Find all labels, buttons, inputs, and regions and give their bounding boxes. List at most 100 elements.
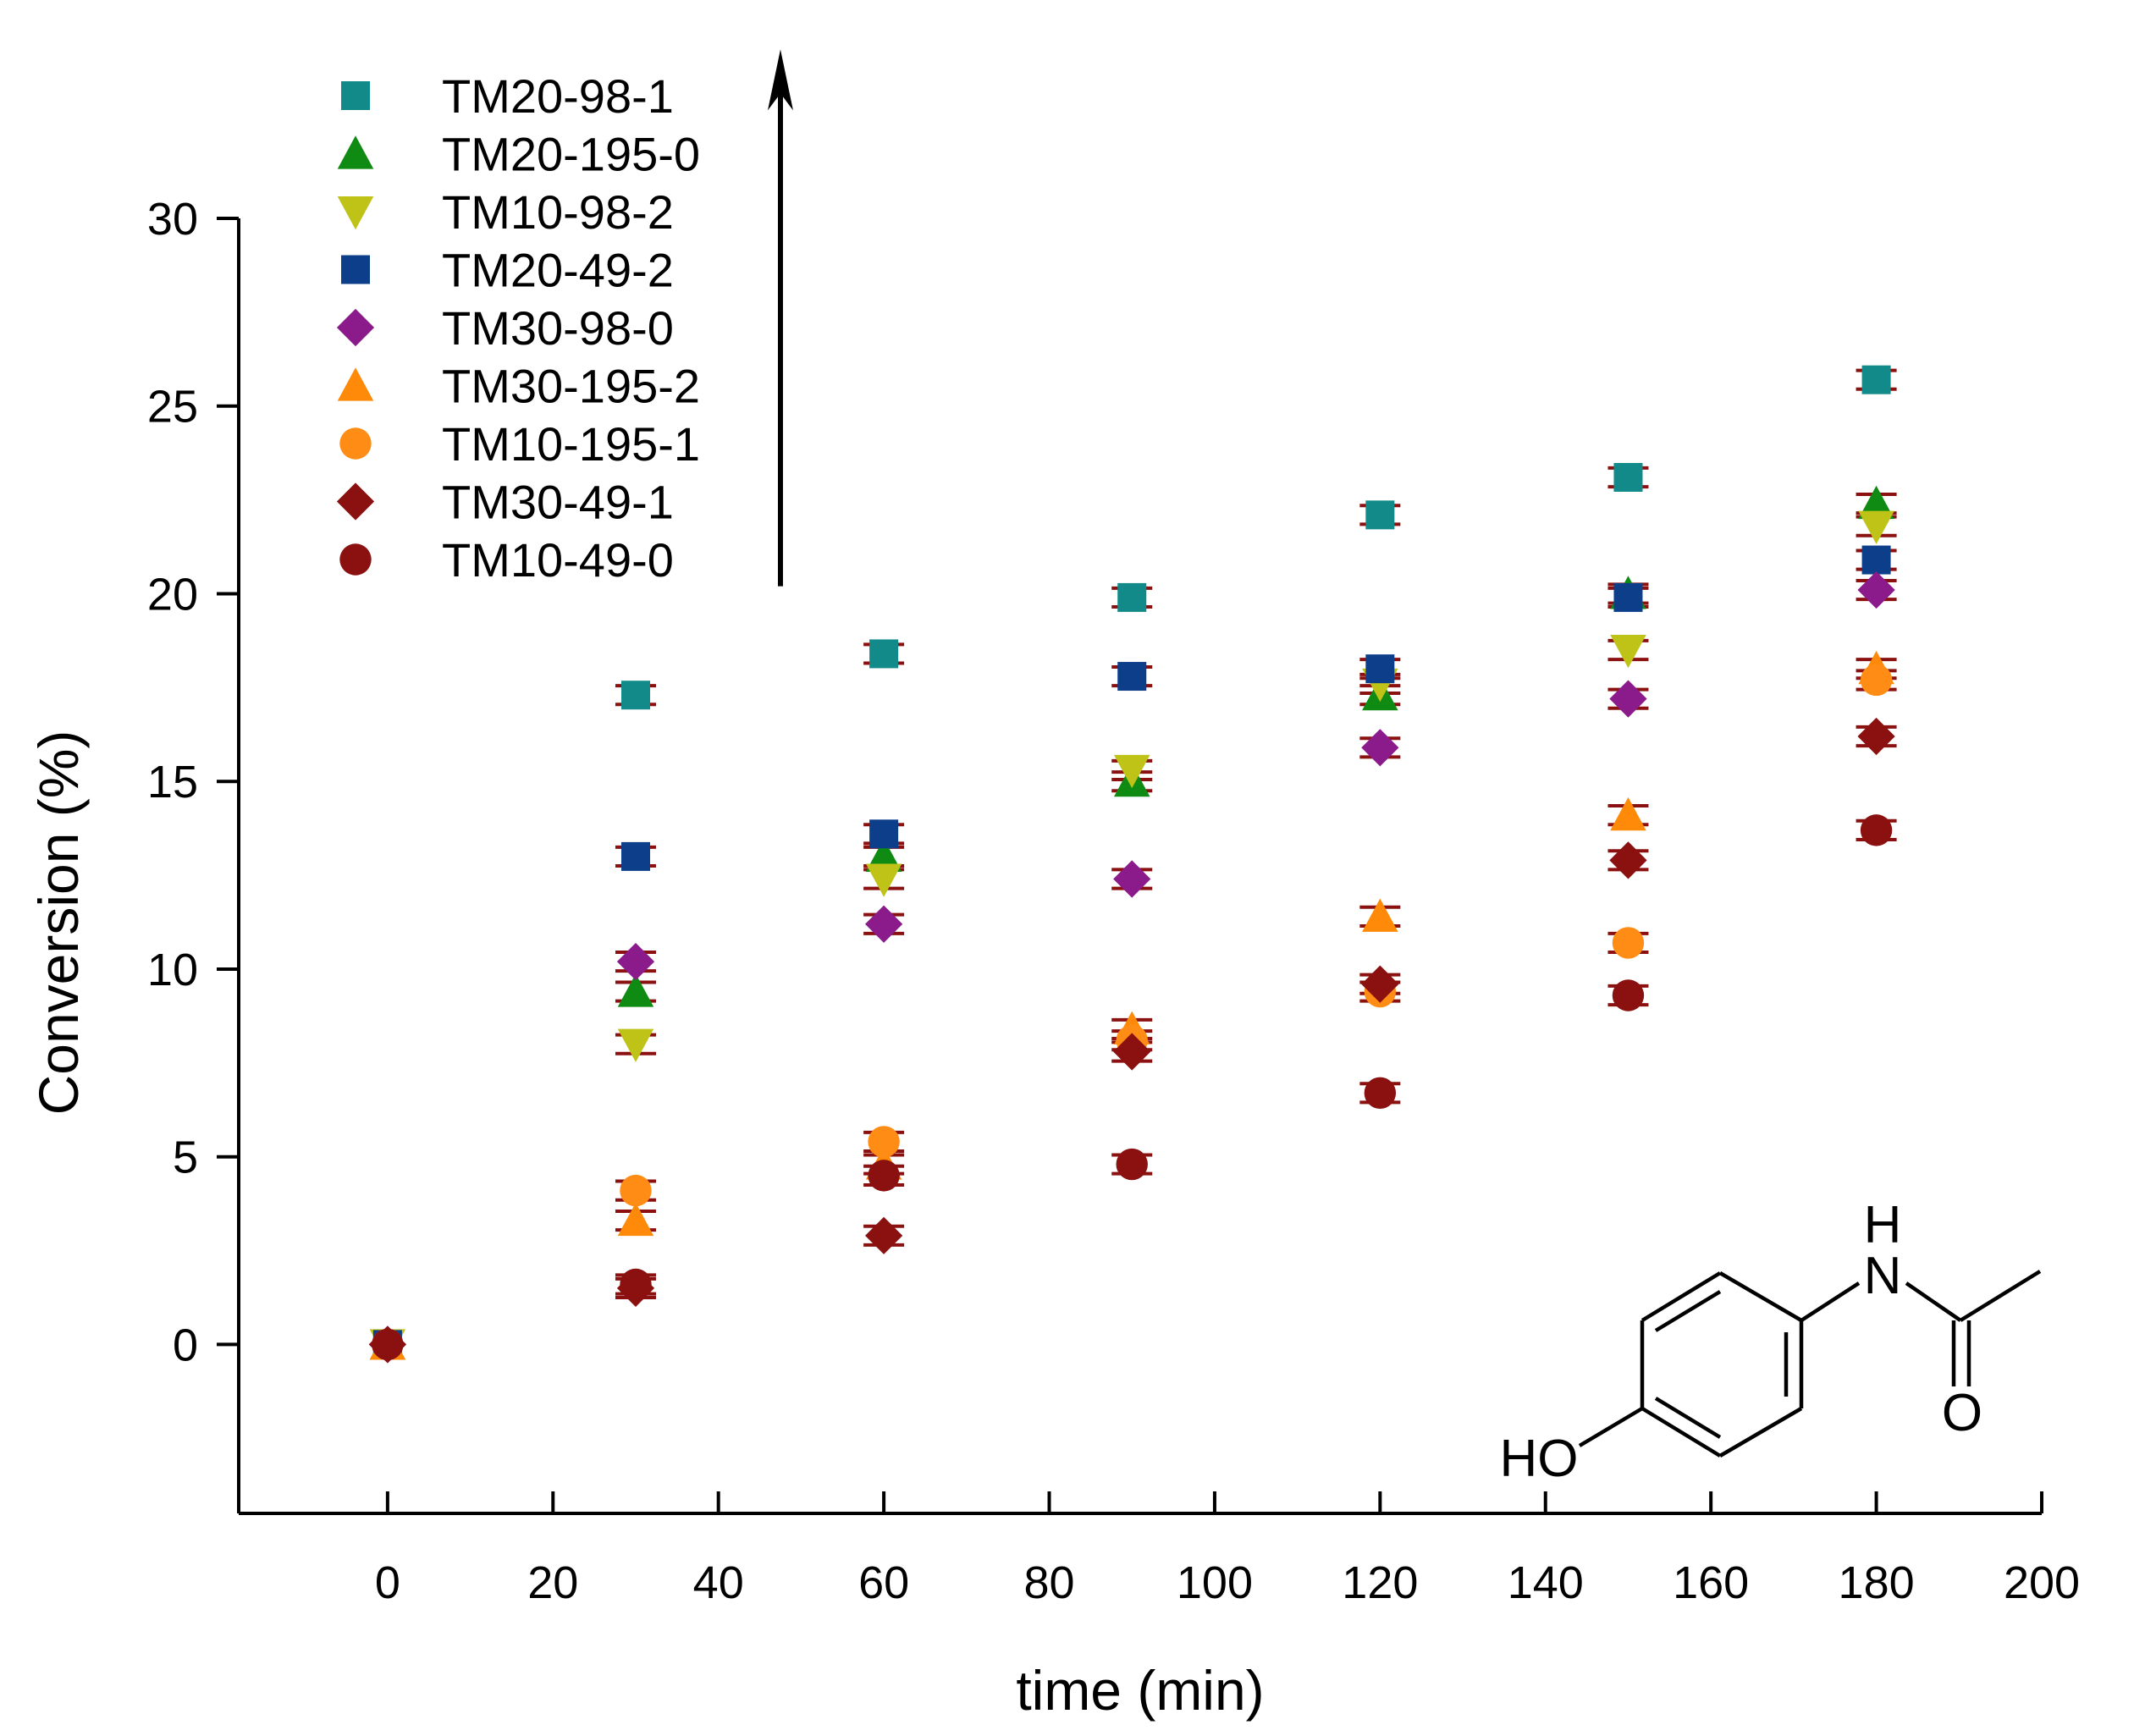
data-point-TM30-98-0	[1113, 860, 1151, 898]
ring-bond	[1718, 1407, 1803, 1458]
data-point-TM20-98-1	[1861, 365, 1891, 394]
x-tick-label: 0	[375, 1557, 400, 1608]
data-point-TM30-98-0	[1609, 680, 1647, 718]
x-axis-ticks: 0 20 40 60 80 100 120 140 160 180 200	[375, 1491, 2080, 1608]
legend-label: TM20-49-2	[442, 244, 674, 297]
data-point-TM10-195-1	[620, 1174, 652, 1207]
legend-marker-TM30-49-1	[336, 482, 375, 521]
data-point-TM30-98-0	[1361, 729, 1399, 767]
x-tick-label: 200	[2004, 1557, 2080, 1608]
legend-marker-TM20-98-1	[341, 81, 370, 110]
y-tick-label: 10	[147, 945, 198, 995]
legend-label: TM30-195-2	[442, 360, 700, 413]
legend-marker-TM10-195-1	[339, 427, 372, 460]
data-point-TM10-49-0	[620, 1268, 652, 1301]
y-tick-label: 0	[173, 1320, 198, 1370]
data-point-TM30-49-1	[865, 1216, 903, 1254]
ring-bond	[1640, 1407, 1722, 1458]
legend: TM20-98-1TM20-195-0TM10-98-2TM20-49-2TM3…	[336, 69, 700, 587]
legend-marker-TM30-195-2	[337, 367, 374, 401]
x-tick-label: 180	[1839, 1557, 1915, 1608]
data-point-TM10-195-1	[1860, 664, 1893, 697]
data-points	[368, 365, 1895, 1364]
data-point-TM20-49-2	[1613, 582, 1643, 612]
data-point-TM30-98-0	[616, 942, 655, 981]
data-point-TM10-98-2	[617, 1028, 654, 1062]
legend-label: TM20-98-1	[442, 69, 674, 123]
data-point-TM10-49-0	[1612, 979, 1645, 1011]
data-point-TM20-98-1	[620, 681, 650, 710]
molecule-label-h: H	[1864, 1196, 1902, 1254]
axes	[237, 218, 2042, 1515]
legend-label: TM30-98-0	[442, 301, 674, 355]
x-tick-label: 80	[1023, 1557, 1074, 1608]
data-point-TM20-195-0	[1858, 485, 1894, 520]
data-point-TM10-49-0	[1860, 814, 1893, 846]
data-point-TM10-49-0	[372, 1328, 404, 1361]
molecule-label-ho: HO	[1500, 1430, 1579, 1488]
nh-bond	[1800, 1281, 1861, 1322]
y-axis-ticks: 0 5 10 15 20 25 30	[147, 194, 239, 1370]
legend-marker-TM20-49-2	[341, 255, 370, 284]
methyl-bond	[1959, 1270, 2042, 1322]
data-point-TM20-98-1	[1365, 500, 1395, 530]
molecule-label-o: O	[1942, 1384, 1982, 1442]
data-point-TM20-49-2	[1117, 662, 1147, 692]
error-bars	[615, 368, 1897, 1299]
ring-bond	[1718, 1271, 1803, 1322]
data-point-TM20-49-2	[1365, 654, 1395, 684]
data-point-TM10-98-2	[1858, 510, 1894, 544]
legend-marker-TM10-49-0	[339, 543, 372, 576]
data-point-TM20-195-0	[617, 973, 654, 1007]
data-point-TM20-49-2	[620, 841, 650, 871]
data-point-TM30-195-2	[1610, 796, 1646, 831]
data-point-TM30-98-0	[1857, 570, 1895, 609]
legend-label: TM30-49-1	[442, 476, 674, 529]
legend-marker-TM10-98-2	[337, 196, 374, 230]
y-axis-title: Conversion (%)	[27, 730, 90, 1116]
data-point-TM10-195-1	[868, 1126, 900, 1158]
x-axis-title: time (min)	[1016, 1659, 1264, 1722]
x-tick-label: 40	[693, 1557, 744, 1608]
data-point-TM30-49-1	[1857, 717, 1895, 756]
arrow-head	[767, 49, 793, 111]
legend-label: TM10-195-1	[442, 417, 700, 471]
data-point-TM20-98-1	[1613, 463, 1643, 492]
data-point-TM10-195-1	[1612, 927, 1645, 959]
data-point-TM10-49-0	[1116, 1148, 1148, 1181]
ring-double-bond	[1654, 1290, 1722, 1332]
x-tick-label: 100	[1177, 1557, 1253, 1608]
legend-marker-TM30-98-0	[336, 308, 375, 347]
data-point-TM10-49-0	[868, 1160, 900, 1192]
y-tick-label: 20	[147, 569, 198, 620]
data-point-TM30-195-2	[1362, 898, 1398, 932]
y-tick-label: 15	[147, 757, 198, 807]
molecule-label-n: N	[1864, 1247, 1902, 1305]
legend-label: TM10-98-2	[442, 185, 674, 239]
data-point-TM20-98-1	[1117, 582, 1147, 612]
x-tick-label: 140	[1508, 1557, 1584, 1608]
x-tick-label: 60	[858, 1557, 909, 1608]
molecule-structure	[1578, 1270, 2042, 1458]
data-point-TM20-195-0	[865, 838, 902, 872]
data-point-TM30-98-0	[865, 905, 903, 943]
trend-arrow	[767, 49, 793, 587]
data-point-TM20-49-2	[869, 819, 899, 849]
data-point-TM30-49-1	[1609, 841, 1647, 879]
y-tick-label: 5	[173, 1133, 198, 1183]
data-point-TM10-98-2	[865, 863, 902, 897]
data-point-TM20-98-1	[869, 639, 899, 669]
y-tick-label: 25	[147, 382, 198, 433]
x-tick-label: 20	[527, 1557, 578, 1608]
data-point-TM30-195-2	[617, 1202, 654, 1237]
oh-bond	[1578, 1407, 1644, 1447]
data-point-TM10-98-2	[1113, 754, 1150, 789]
legend-label: TM20-195-0	[442, 128, 700, 181]
legend-label: TM10-49-0	[442, 533, 674, 587]
ring-bond	[1640, 1271, 1722, 1322]
data-point-TM10-49-0	[1364, 1077, 1397, 1110]
data-point-TM20-49-2	[1861, 545, 1891, 575]
x-tick-label: 160	[1673, 1557, 1749, 1608]
legend-marker-TM20-195-0	[337, 135, 374, 169]
